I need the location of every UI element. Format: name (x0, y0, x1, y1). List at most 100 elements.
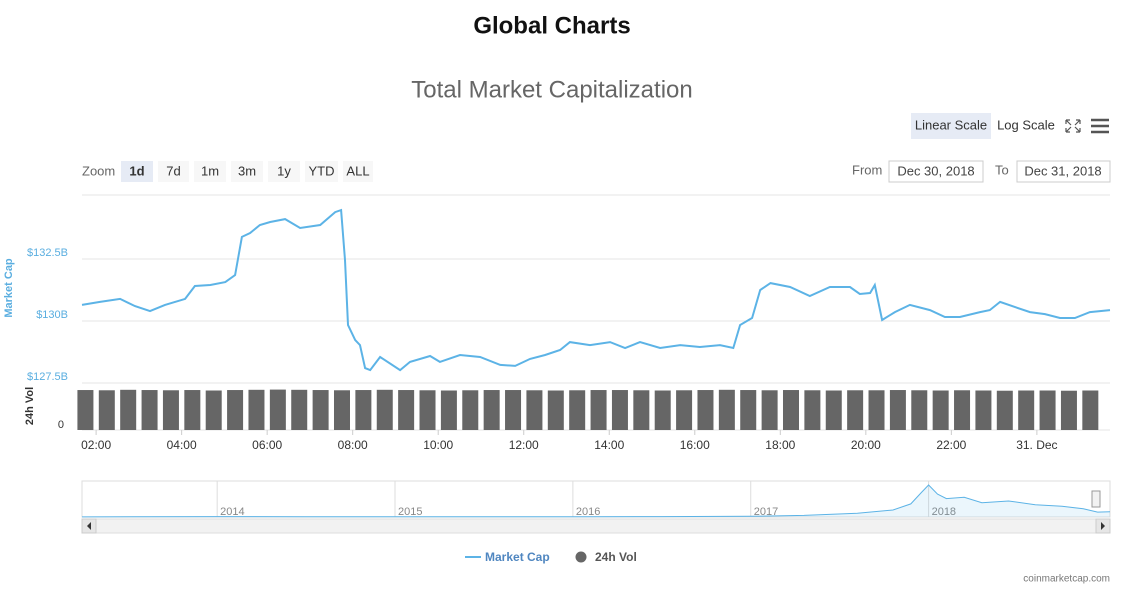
volume-bar (227, 390, 244, 430)
legend-symbol (575, 551, 587, 563)
volume-bar (141, 390, 158, 430)
navigator-tick-label: 2016 (576, 506, 600, 518)
volume-bar (569, 390, 586, 430)
volume-bar (248, 389, 265, 430)
scrollbar[interactable] (81, 518, 1111, 534)
scale-button-label[interactable]: Log Scale (997, 117, 1055, 132)
volume-bar (505, 390, 522, 430)
volume-bar (376, 389, 393, 430)
zoom-button[interactable] (158, 161, 189, 182)
volume-bar (1082, 390, 1099, 430)
navigator-tick-label: 2015 (398, 506, 422, 518)
zoom-button[interactable] (343, 161, 373, 182)
volume-bar (547, 390, 564, 430)
volume-bar (291, 389, 308, 430)
navigator-handle[interactable] (1091, 490, 1101, 508)
volume-bar (633, 390, 650, 430)
scroll-left-arrow (87, 522, 91, 530)
volume-bar (825, 390, 842, 430)
x-tick-label: 22:00 (936, 438, 966, 452)
volume-bar (440, 390, 457, 430)
zoom-button-label[interactable]: YTD (309, 163, 335, 178)
navigator-line (81, 484, 1111, 518)
x-tick-label: 14:00 (594, 438, 624, 452)
x-tick-label: 20:00 (851, 438, 881, 452)
to-label: To (995, 162, 1009, 177)
to-value: Dec 31, 2018 (1024, 163, 1101, 178)
zoom-button[interactable] (121, 161, 153, 182)
volume-bar (483, 390, 500, 430)
volume-bar (162, 390, 179, 430)
zoom-button[interactable] (268, 161, 300, 182)
volume-bar (804, 390, 821, 430)
legend-label[interactable]: 24h Vol (595, 550, 637, 564)
volume-bar (1039, 390, 1056, 430)
volume-bar (697, 390, 714, 430)
volume-bar (462, 390, 479, 430)
volume-bar (996, 390, 1013, 430)
fullscreen-icon[interactable] (1065, 119, 1081, 133)
scale-button-label[interactable]: Linear Scale (915, 117, 987, 132)
x-tick-label: 18:00 (765, 438, 795, 452)
x-tick-label: 12:00 (509, 438, 539, 452)
from-value: Dec 30, 2018 (897, 163, 974, 178)
x-tick-label: 31. Dec (1016, 438, 1057, 452)
chart-title: Total Market Capitalization (411, 76, 692, 103)
volume-bar (932, 390, 949, 430)
navigator-tick-label: 2018 (932, 506, 956, 518)
y2-axis-title: 24h Vol (24, 387, 36, 425)
credit: coinmarketcap.com (1023, 574, 1110, 585)
volume-bar (889, 390, 906, 430)
navigator-tick-label: 2017 (754, 506, 778, 518)
x-tick-label: 08:00 (338, 438, 368, 452)
volume-bar (868, 390, 885, 430)
zoom-button-label[interactable]: 1m (201, 163, 219, 178)
zoom-button-label[interactable]: 7d (166, 163, 180, 178)
x-tick-label: 16:00 (680, 438, 710, 452)
volume-bar (782, 390, 799, 430)
volume-bar (269, 389, 286, 430)
x-tick-label: 02:00 (81, 438, 111, 452)
scroll-right-arrow (1101, 522, 1105, 530)
zoom-button[interactable] (194, 161, 226, 182)
y-tick-label: $127.5B (27, 371, 68, 383)
volume-bar (975, 390, 992, 430)
volume-bar (77, 390, 94, 430)
zoom-button-label[interactable]: 1d (129, 163, 144, 178)
menu-icon[interactable] (1091, 118, 1109, 134)
volume-bar (355, 390, 372, 430)
volume-bar (526, 390, 543, 430)
volume-bar (590, 390, 607, 430)
legend-label[interactable]: Market Cap (485, 550, 550, 564)
volume-bar (205, 390, 222, 430)
market-cap-line (81, 208, 1111, 372)
volume-bar (1018, 390, 1035, 430)
zoom-button-label[interactable]: ALL (346, 163, 369, 178)
zoom-button-label[interactable]: 1y (277, 163, 291, 178)
volume-bar (954, 390, 971, 430)
volume-bar (761, 390, 778, 430)
zoom-button[interactable] (305, 161, 338, 182)
from-input[interactable] (888, 160, 984, 183)
navigator-tick-label: 2014 (220, 506, 244, 518)
volume-bar (676, 390, 693, 430)
to-input[interactable] (1016, 160, 1111, 183)
volume-bar (333, 390, 350, 430)
x-tick-label: 04:00 (167, 438, 197, 452)
zoom-button-label[interactable]: 3m (238, 163, 256, 178)
volume-bar (98, 390, 115, 430)
navigator-area (82, 485, 1110, 517)
volume-bar (611, 390, 628, 430)
x-tick-label: 06:00 (252, 438, 282, 452)
y-tick-label: $130B (36, 309, 68, 321)
y-axis-title: Market Cap (3, 258, 15, 318)
page-title: Global Charts (473, 12, 630, 39)
volume-bar (654, 390, 671, 430)
scale-button[interactable] (911, 113, 991, 139)
volume-bar (911, 390, 928, 430)
zoom-button[interactable] (231, 161, 263, 182)
volume-bar (419, 390, 436, 430)
volume-bar (120, 389, 137, 430)
